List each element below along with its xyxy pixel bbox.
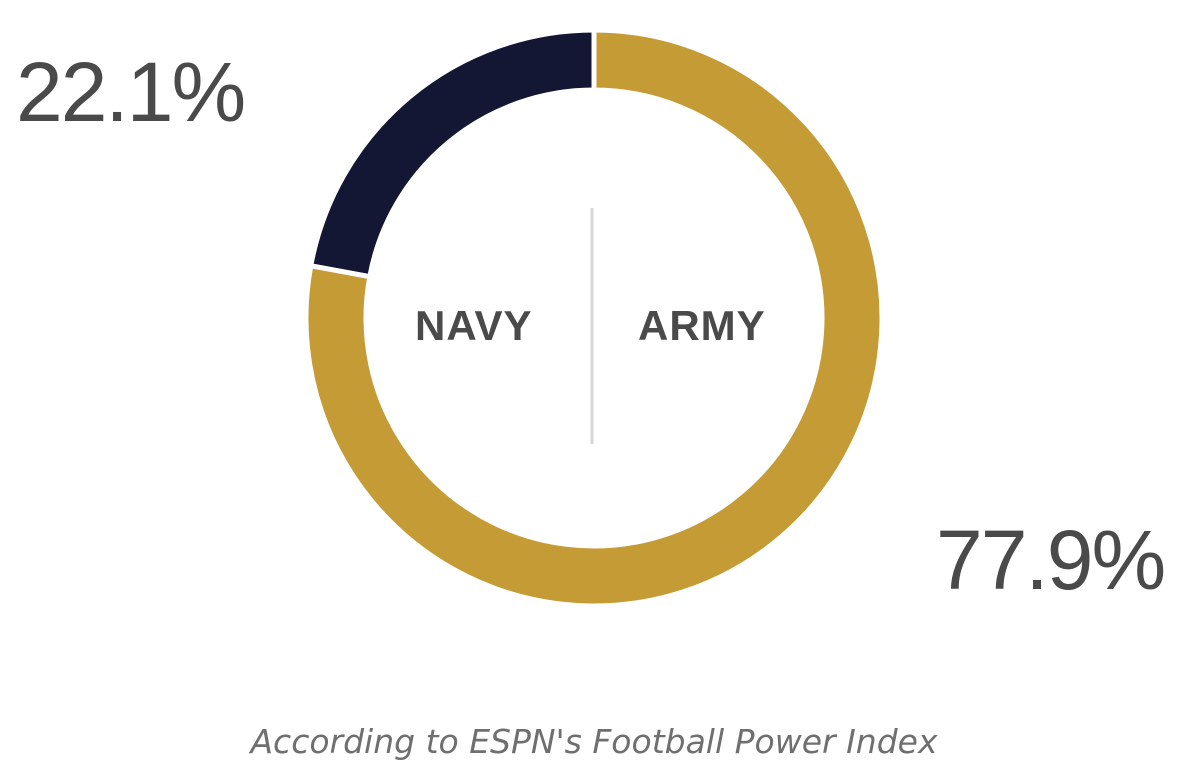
- army-percent-label: 77.9%: [936, 513, 1166, 607]
- slice-navy: [307, 27, 597, 280]
- navy-team-label: NAVY: [415, 302, 533, 349]
- army-team-label: ARMY: [638, 302, 766, 349]
- donut-slices: [303, 27, 885, 609]
- navy-percent-label: 22.1%: [16, 45, 246, 139]
- slice-army: [303, 27, 885, 609]
- source-note: According to ESPN's Football Power Index: [250, 722, 938, 761]
